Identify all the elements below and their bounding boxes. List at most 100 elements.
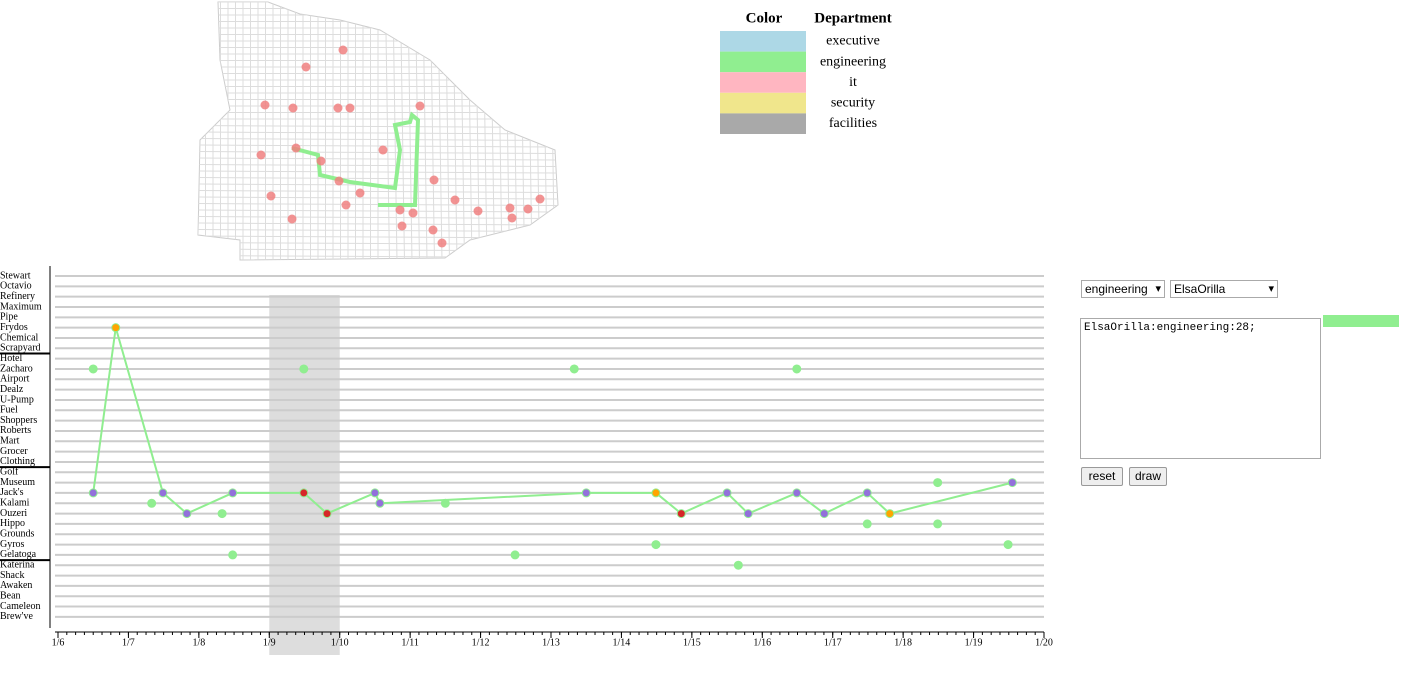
row-label: Mart <box>0 436 20 447</box>
legend-swatch <box>720 113 806 134</box>
highlight <box>269 295 340 655</box>
row-label: Kalami <box>0 498 30 509</box>
x-tick-label: 1/6 <box>52 637 65 648</box>
event-marker <box>158 488 168 498</box>
event-marker <box>147 498 157 508</box>
event-marker <box>733 560 743 570</box>
street <box>198 216 558 219</box>
row-label: Awaken <box>0 580 32 591</box>
row-label: Brew've <box>0 611 33 622</box>
map-dot <box>437 238 447 248</box>
street <box>198 164 558 167</box>
street <box>198 222 558 226</box>
event-marker <box>676 509 686 519</box>
row-label: Shack <box>0 570 24 581</box>
event-marker <box>819 509 829 519</box>
row-label: Frydos <box>0 322 28 333</box>
event-marker <box>111 323 121 333</box>
street <box>198 229 558 232</box>
x-tick-label: 1/20 <box>1035 637 1053 648</box>
map-dot <box>429 175 439 185</box>
event-marker <box>510 550 520 560</box>
street <box>198 125 558 128</box>
map-dot <box>355 188 365 198</box>
map-dot <box>397 221 407 231</box>
row-label: Golf <box>0 467 19 478</box>
street <box>542 2 548 260</box>
x-tick-label: 1/19 <box>965 637 983 648</box>
row-label: Maximum <box>0 301 42 312</box>
legend-header: Department <box>814 10 891 26</box>
legend: Color Department executive engineering it sec… <box>720 10 892 134</box>
draw-button[interactable]: draw <box>1129 467 1167 486</box>
map-dot <box>507 213 517 223</box>
map-dot <box>505 203 515 213</box>
row-label: Shoppers <box>0 415 37 426</box>
event-marker <box>885 509 895 519</box>
row-label: Katerina <box>0 560 35 571</box>
row-label: Hippo <box>0 518 25 529</box>
employee-select[interactable]: ElsaOrilla <box>1170 280 1278 298</box>
x-tick-label: 1/14 <box>613 637 631 648</box>
street <box>557 2 558 260</box>
map-dot <box>345 103 355 113</box>
legend-swatch <box>720 92 806 114</box>
map <box>197 1 559 261</box>
map-dot <box>378 145 388 155</box>
row-label: Hotel <box>0 353 22 364</box>
event-marker <box>792 364 802 374</box>
legend-swatch <box>720 31 806 52</box>
map-dot <box>428 225 438 235</box>
x-tick-label: 1/17 <box>824 637 842 648</box>
street <box>198 190 558 193</box>
map-dot <box>260 100 270 110</box>
map-dot <box>291 143 301 153</box>
map-dots <box>256 45 545 248</box>
event-marker <box>651 540 661 550</box>
legend-label: it <box>849 75 857 90</box>
map-dot <box>535 194 545 204</box>
x-tick-label: 1/11 <box>401 637 418 648</box>
x-tick-label: 1/9 <box>263 637 276 648</box>
event-marker <box>933 478 943 488</box>
x-tick-label: 1/13 <box>542 637 560 648</box>
x-tick-label: 1/18 <box>894 637 912 648</box>
map-dot <box>334 176 344 186</box>
row-label: Museum <box>0 477 35 488</box>
legend-header: Color <box>746 10 783 26</box>
x-tick-label: 1/7 <box>122 637 135 648</box>
event-marker <box>228 550 238 560</box>
street <box>550 2 555 260</box>
reset-button[interactable]: reset <box>1081 467 1123 486</box>
department-select[interactable]: engineering <box>1081 280 1165 298</box>
route <box>291 111 421 207</box>
row-label: Clothing <box>0 456 35 467</box>
color-swatch <box>1323 315 1399 327</box>
street <box>198 177 558 180</box>
row-label: Grocer <box>0 446 28 457</box>
map-dot <box>266 191 276 201</box>
street <box>535 2 540 260</box>
event-marker <box>1007 478 1017 488</box>
legend-swatch <box>720 72 806 93</box>
map-dot <box>415 101 425 111</box>
street <box>198 196 558 200</box>
legend-swatch <box>720 51 806 73</box>
event-marker <box>581 488 591 498</box>
output-textarea[interactable]: ElsaOrilla:engineering:28; <box>1080 318 1321 459</box>
street <box>198 157 558 161</box>
event-marker <box>299 488 309 498</box>
map-dot <box>333 103 343 113</box>
event-marker <box>722 488 732 498</box>
street <box>198 138 558 141</box>
row-label: Octavio <box>0 281 32 292</box>
event-marker <box>862 488 872 498</box>
event-marker <box>375 498 385 508</box>
row-label: Bean <box>0 591 21 602</box>
row-label: Jack's <box>0 487 24 498</box>
x-tick-label: 1/12 <box>472 637 490 648</box>
row-label: Grounds <box>0 529 35 540</box>
map-dot <box>288 103 298 113</box>
event-marker <box>440 498 450 508</box>
